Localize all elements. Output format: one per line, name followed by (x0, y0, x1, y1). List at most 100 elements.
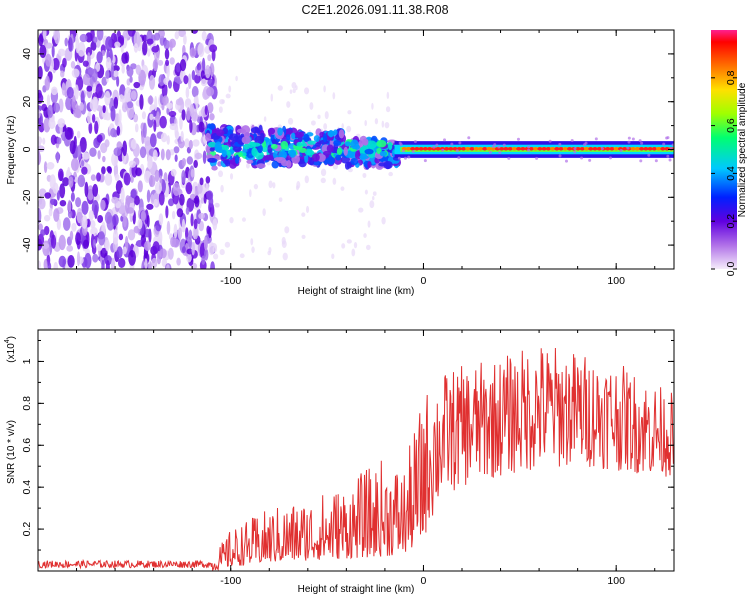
spectrogram-cell (197, 42, 205, 58)
spectrogram-cell (193, 96, 198, 105)
spectrogram-cell (146, 203, 154, 210)
spectrogram-cell (144, 240, 151, 252)
spectrogram-cell (287, 117, 294, 125)
spectrogram-cell (98, 231, 106, 246)
spectrogram-cell (90, 41, 97, 52)
spectrogram-cell (166, 107, 170, 115)
spectrogram-cell (179, 59, 187, 72)
spectrogram-cell (113, 147, 122, 157)
spectrogram-ytick-label: 40 (21, 48, 33, 60)
spectrogram-cell (43, 214, 51, 222)
spectrogram-cell (168, 198, 175, 207)
spectrogram-cell (140, 210, 146, 222)
spectrogram-cell (630, 146, 636, 151)
spectrogram-cell (122, 140, 128, 157)
spectrogram-cell (87, 185, 95, 201)
spectrogram-cell (44, 192, 52, 199)
spectrogram-cell (168, 110, 177, 118)
spectrogram-cell (81, 200, 89, 215)
spectrogram-cell (241, 217, 246, 222)
spectrogram-cell (364, 189, 368, 195)
spectrogram-cell (81, 214, 88, 229)
spectrogram-cell (110, 128, 117, 138)
spectrogram-cell (147, 48, 151, 57)
spectrogram-cell (340, 186, 345, 191)
figure-title: C2E1.2026.091.11.38.R08 (301, 3, 448, 17)
colorbar-tick-label: 0.8 (725, 70, 737, 85)
spectrogram-cell (304, 153, 309, 164)
spectrogram-cell (541, 146, 547, 151)
spectrogram-cell (378, 162, 387, 167)
spectrogram-cell (384, 121, 390, 129)
spectrogram-cell (497, 145, 501, 149)
spectrogram-cell (435, 146, 441, 151)
spectrogram-cell (320, 168, 327, 177)
colorbar-gradient (711, 30, 737, 269)
spectrogram-cell (314, 142, 322, 147)
spectrogram-cell (70, 192, 75, 202)
spectrogram-cell (206, 190, 214, 201)
spectrogram-cell (67, 210, 73, 219)
spectrogram-cell (200, 197, 205, 204)
spectrogram-cell (69, 140, 76, 155)
spectrogram-cell (158, 213, 164, 226)
spectrogram-cell (388, 141, 393, 151)
spectrogram-cell (79, 33, 88, 43)
spectrogram-cell (91, 199, 99, 216)
spectrogram-cell (81, 152, 90, 160)
spectrogram-cell (365, 244, 371, 251)
spectrogram-cell (112, 214, 119, 226)
spectrogram-cell (121, 102, 128, 113)
spectrogram-cell (169, 57, 175, 65)
spectrogram-cell (89, 147, 97, 157)
spectrogram-cell (413, 140, 417, 144)
spectrogram-cell (444, 146, 450, 151)
spectrogram-cell (228, 159, 238, 169)
spectrogram-cell (286, 101, 291, 108)
spectrogram-cell (228, 85, 232, 93)
spectrogram-cell (320, 177, 326, 184)
spectrogram-cell (263, 116, 267, 122)
spectrogram-cell (73, 108, 81, 118)
spectrogram-cell (211, 165, 218, 171)
spectrogram-cell (185, 207, 190, 215)
spectrogram-cell (613, 146, 619, 151)
spectrogram-cell (65, 96, 73, 111)
spectrogram-cell (120, 186, 125, 203)
spectrogram-cell (270, 143, 278, 150)
spectrogram-cell (96, 51, 103, 64)
spectrogram-cell (596, 146, 602, 151)
spectrogram-cell (149, 133, 157, 148)
spectrogram-cell (264, 154, 274, 161)
spectrogram-cell (270, 93, 274, 102)
colorbar-tick-label: 0.2 (725, 214, 737, 229)
spectrogram-cell (588, 158, 592, 162)
spectrogram-cell (473, 146, 479, 151)
spectrogram-cell (397, 156, 401, 160)
spectrogram-cell (151, 257, 158, 269)
spectrogram-cell (303, 133, 310, 143)
spectrogram-cell (58, 255, 67, 268)
spectrogram-cell (148, 74, 156, 90)
spectrogram-cell (66, 245, 74, 252)
spectrogram-cell (347, 168, 353, 173)
spectrogram-cell (193, 218, 198, 230)
spectrogram-cell (251, 246, 255, 254)
spectrogram-cell (331, 253, 335, 260)
spectrogram-cell (85, 46, 93, 57)
spectrogram-cell (376, 139, 387, 148)
spectrogram-cell (358, 207, 364, 213)
spectrogram-cell (643, 146, 649, 151)
spectrogram-cell (381, 120, 385, 128)
spectrogram-cell (204, 248, 209, 261)
spectrogram-cell (588, 146, 594, 151)
spectrogram-cell (139, 146, 147, 159)
spectrogram-plot: -100 0 100 -40 -20 0 20 40 Height of straight l… (6, 29, 675, 297)
spectrogram-cell (142, 122, 147, 138)
spectrogram-cell (457, 156, 461, 160)
spectrogram-cell (367, 220, 371, 228)
spectrogram-cell (54, 30, 61, 45)
spectrogram-cell (218, 170, 224, 178)
spectrogram-cell (46, 161, 55, 170)
spectrogram-cell (86, 111, 92, 125)
